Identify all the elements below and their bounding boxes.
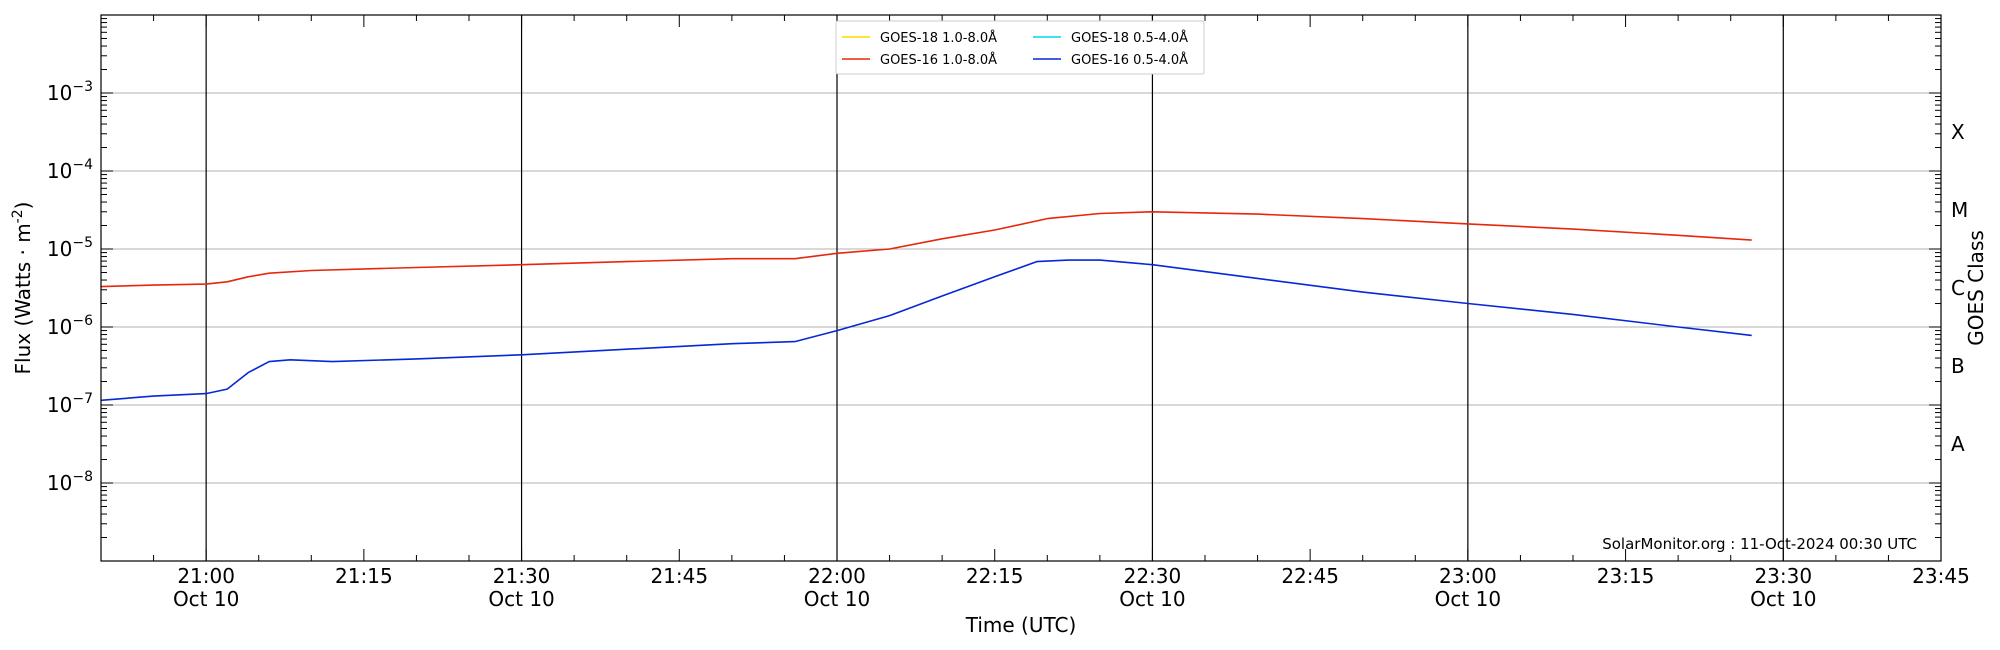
x-tick-date: Oct 10 [173,587,239,611]
x-tick-label: 21:45 [650,564,708,588]
y-tick-base: 10 [47,81,72,105]
goes-class-label: C [1951,276,1965,300]
x-tick-label: 21:00 [177,564,235,588]
y-tick-label: 10−7 [47,391,93,417]
legend-entry: GOES-16 1.0-8.0Å [880,52,997,68]
goes-class-label: A [1951,432,1965,456]
y-axis-label-close: ) [11,202,35,210]
y-axis-label-main: Flux (Watts · m [11,223,35,374]
legend: GOES-18 1.0-8.0Å GOES-16 1.0-8.0Å GOES-18 … [835,20,1205,75]
y-tick-exponent: −6 [72,313,93,329]
y-tick-base: 10 [47,471,72,495]
y-tick-exponent: −7 [72,391,93,407]
legend-entry: GOES-18 1.0-8.0Å [880,30,997,46]
label-layer: Time (UTC) Flux (Watts · m-2) GOES Class… [10,202,1988,637]
x-axis-label: Time (UTC) [965,613,1077,637]
y-tick-label: 10−8 [47,469,93,495]
legend-entry: GOES-18 0.5-4.0Å [1071,30,1188,46]
credit-text: SolarMonitor.org : 11-Oct-2024 00:30 UTC [1602,535,1917,553]
x-tick-date: Oct 10 [488,587,554,611]
x-tick-label: 22:00 [808,564,866,588]
y-tick-exponent: −3 [72,79,93,95]
y-tick-base: 10 [47,159,72,183]
x-tick-label: 22:45 [1281,564,1339,588]
goes-class-label: X [1951,120,1965,144]
series-layer [100,211,1752,402]
series-line-1 [100,211,1752,288]
plot-frame [100,14,1942,562]
x-tick-label: 22:15 [966,564,1024,588]
x-tick-label: 23:15 [1597,564,1655,588]
y-tick-label: 10−5 [47,235,93,261]
y-axis-label: Flux (Watts · m-2) [10,202,35,375]
x-tick-date: Oct 10 [1750,587,1816,611]
y-tick-exponent: −8 [72,469,93,485]
x-tick-date: Oct 10 [1435,587,1501,611]
x-tick-label: 23:30 [1754,564,1812,588]
y-tick-label: 10−4 [47,157,93,183]
grid-layer [101,15,1941,561]
y-axis-label-superscript: -2 [10,209,26,223]
y-tick-base: 10 [47,315,72,339]
y-tick-label: 10−3 [47,79,93,105]
goes-class-label: M [1951,198,1968,222]
x-tick-label: 22:30 [1124,564,1182,588]
y-tick-base: 10 [47,237,72,261]
x-tick-date: Oct 10 [804,587,870,611]
x-tick-date: Oct 10 [1119,587,1185,611]
y-tick-exponent: −5 [72,235,93,251]
y-tick-base: 10 [47,393,72,417]
goes-class-axis-label: GOES Class [1964,230,1988,346]
y-tick-label: 10−6 [47,313,93,339]
x-tick-label: 21:30 [493,564,551,588]
legend-entry: GOES-16 0.5-4.0Å [1071,52,1188,68]
x-tick-label: 23:45 [1912,564,1970,588]
goes-class-label: B [1951,354,1965,378]
x-tick-label: 21:15 [335,564,393,588]
y-tick-exponent: −4 [72,157,93,173]
x-tick-label: 23:00 [1439,564,1497,588]
legend-box [835,20,1205,75]
series-line-3 [100,259,1752,402]
